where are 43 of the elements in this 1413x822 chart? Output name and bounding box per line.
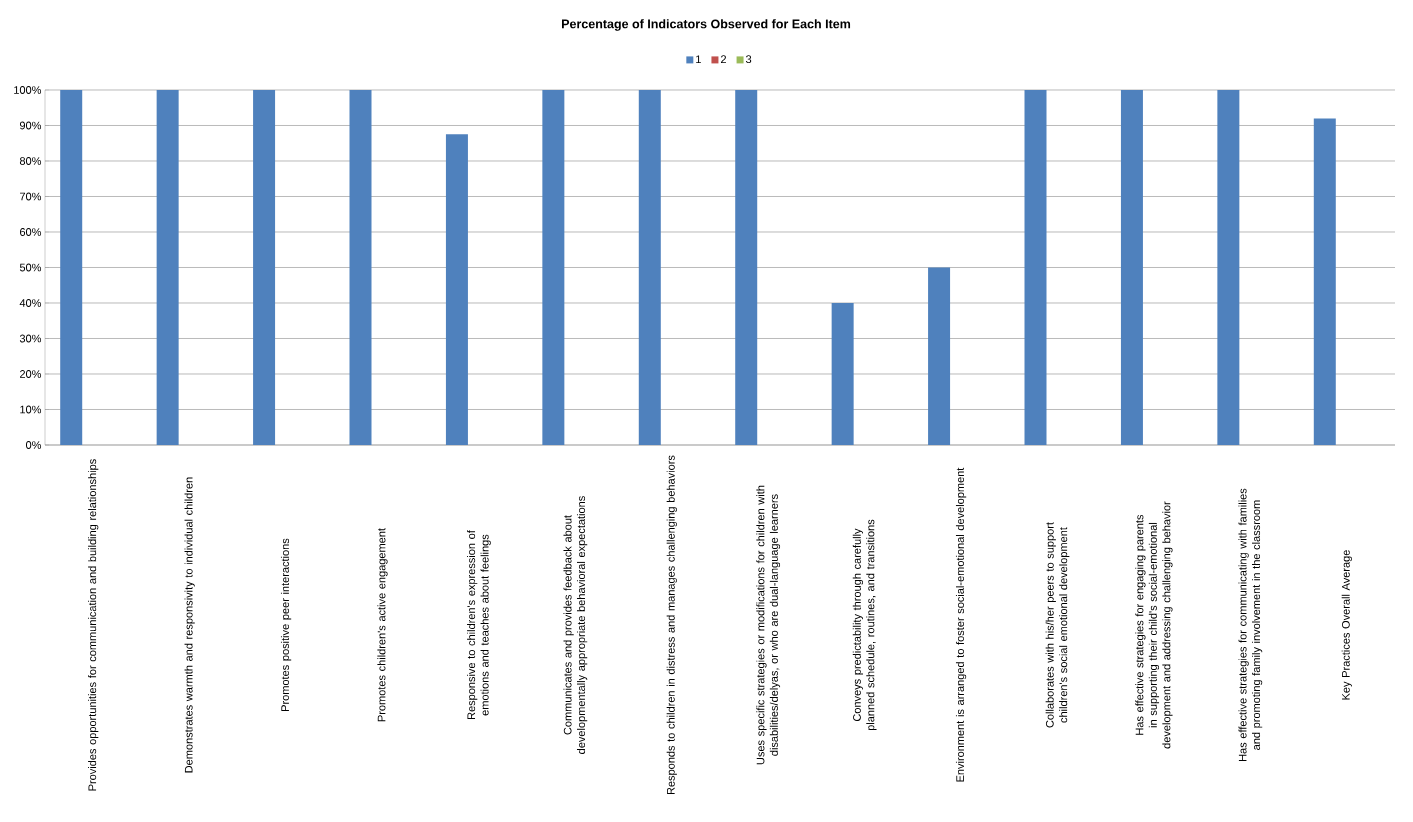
bar [253, 90, 276, 445]
y-tick-label: 90% [19, 121, 42, 130]
bar [349, 90, 372, 445]
y-tick-label: 100% [14, 86, 42, 94]
bar [1120, 90, 1143, 445]
x-tick-label: Has effective strategies for communicating with families and promoting family involvement in the classroom [1238, 488, 1263, 761]
y-tick-label: 0% [25, 441, 42, 449]
bar [831, 303, 854, 445]
bar [928, 267, 951, 445]
bar [445, 134, 468, 445]
chart-title: Percentage of Indicators Observed for Each Item [562, 19, 851, 31]
bar [1024, 90, 1047, 445]
x-tick-label: Collaborates with his/her peers to support children's social emotional development [1045, 522, 1070, 728]
bar [638, 90, 661, 445]
x-tick-label: Responds to children in distress and manages challenging behaviors [666, 455, 677, 795]
legend-label: 3 [745, 55, 752, 64]
x-tick-label: Provides opportunities for communication and building relationships [88, 459, 99, 791]
x-tick-label: Promotes positive peer interactions [280, 538, 292, 711]
bar [156, 90, 179, 445]
x-tick-label: Promotes children's active engagement [377, 528, 388, 722]
y-tick-label: 80% [19, 157, 42, 165]
bar [1313, 118, 1336, 445]
legend-label: 2 [721, 55, 727, 63]
y-tick-label: 10% [20, 405, 42, 414]
x-tick-label: Responsive to children's expression of emotions and teaches about feelings [467, 530, 491, 720]
bar [735, 90, 758, 445]
y-tick-label: 70% [20, 192, 42, 201]
y-tick-label: 50% [19, 263, 42, 272]
x-tick-label: Key Practices Overall Average [1341, 550, 1352, 700]
y-tick-label: 20% [20, 370, 42, 378]
bar [542, 90, 565, 445]
y-tick-label: 60% [20, 228, 42, 236]
legend-label: 1 [696, 55, 701, 63]
x-tick-label: Demonstrates warmth and responsivity to individual children [184, 477, 195, 773]
x-tick-label: Environment is arranged to foster social-emotional development [955, 467, 967, 782]
x-tick-label: Communicates and provides feedback about developmentally appropriate behavioral expectations [563, 496, 588, 754]
bar [1217, 90, 1240, 445]
x-tick-label: Has effective strategies for engaging parents in supporting their child's social-emotional development and addressing challenging behavior [1135, 501, 1173, 749]
y-tick-label: 30% [19, 334, 42, 343]
x-tick-label: Uses specific strategies or modifications for children with disabilities/delyas, or who are dual-language learners [756, 485, 781, 765]
y-tick-label: 40% [19, 299, 42, 307]
x-tick-label: Conveys predictability through carefully planned schedule, routines, and transitions [852, 519, 877, 731]
bar [60, 90, 83, 445]
